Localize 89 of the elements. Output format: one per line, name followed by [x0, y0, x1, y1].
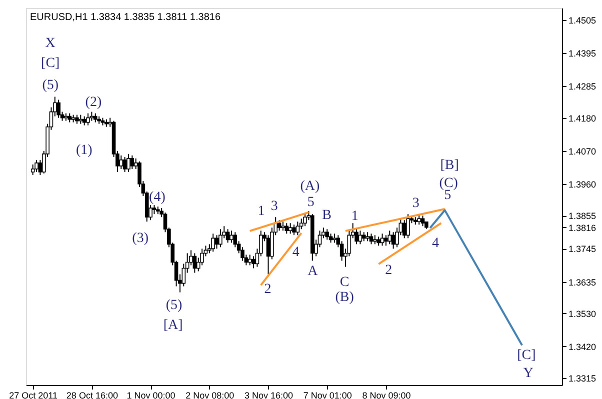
candlestick — [126, 153, 130, 172]
annotation: [A] — [163, 318, 183, 333]
candlestick — [252, 256, 256, 269]
candlestick — [303, 214, 307, 227]
annotation: 3 — [270, 199, 278, 214]
candlestick — [75, 114, 79, 124]
annotation: (5) — [42, 78, 59, 93]
y-tick-label: 1.4395 — [568, 48, 596, 59]
annotation: (3) — [132, 231, 149, 246]
y-tick-label: 1.3745 — [568, 244, 596, 254]
x-tick-label: 1 Nov 00:00 — [126, 390, 176, 399]
annotation: B — [322, 208, 332, 223]
annotation: (C) — [439, 176, 458, 191]
candlestick — [230, 230, 234, 244]
annotation: 4 — [292, 245, 300, 260]
annotation: A — [308, 264, 319, 279]
candlestick — [93, 112, 98, 123]
y-tick-label: 1.3530 — [568, 308, 596, 319]
candlestick — [34, 159, 38, 172]
annotation: (4) — [149, 190, 166, 205]
candlestick — [292, 224, 296, 236]
candlestick — [417, 214, 421, 226]
candlestick — [30, 164, 35, 176]
y-tick-label: 1.3315 — [568, 374, 596, 384]
candlestick — [122, 156, 127, 172]
annotation: 5 — [307, 195, 314, 210]
candlestick — [369, 233, 374, 245]
candlestick — [288, 222, 292, 234]
annotation: (5) — [166, 298, 183, 313]
candlestick — [358, 230, 362, 245]
x-tick-label: 2 Nov 08:00 — [186, 390, 234, 399]
candlestick — [380, 233, 384, 246]
annotation: [B] — [440, 158, 459, 173]
candlestick — [388, 230, 392, 245]
candlestick — [281, 221, 285, 232]
candlestick — [119, 154, 124, 170]
candlestick — [325, 228, 330, 240]
candlestick — [402, 220, 406, 239]
annotation: (B) — [335, 290, 354, 305]
candlestick — [68, 112, 72, 123]
candlestick — [211, 233, 215, 252]
y-tick-label: 1.3816 — [568, 222, 596, 233]
candlestick — [406, 214, 410, 239]
candlestick — [266, 234, 270, 275]
y-tick-label: 1.3420 — [568, 342, 596, 352]
y-tick-label: 1.3960 — [568, 180, 596, 190]
x-tick-label: 27 Oct 2011 — [9, 390, 58, 399]
x-tick-label: 7 Nov 01:00 — [303, 390, 352, 399]
y-tick-label: 1.4505 — [568, 16, 596, 26]
candlestick — [391, 232, 396, 250]
y-tick-label: 1.4180 — [568, 113, 596, 124]
y-tick-label: 1.4070 — [568, 146, 596, 156]
annotation: 3 — [412, 196, 420, 211]
annotation: C — [340, 275, 350, 290]
candlestick — [86, 112, 90, 126]
candlestick — [192, 252, 197, 274]
x-tick-label: 3 Nov 16:00 — [244, 390, 294, 399]
candlestick — [366, 232, 370, 242]
annotation: 2 — [385, 263, 392, 278]
annotation: (2) — [85, 95, 102, 110]
annotation: [C] — [41, 56, 60, 71]
candlestick — [226, 228, 230, 244]
y-tick-label: 1.3635 — [568, 277, 596, 288]
candlestick — [376, 236, 380, 246]
y-tick-label: 1.4285 — [568, 82, 596, 92]
x-tick-label: 8 Nov 09:00 — [362, 390, 411, 399]
candlestick — [152, 204, 156, 215]
candlestick — [362, 232, 366, 242]
candlestick — [130, 154, 134, 170]
annotation: X — [45, 36, 56, 51]
candlestick — [56, 99, 60, 118]
y-tick-label: 1.3855 — [568, 211, 596, 222]
annotation: [C] — [517, 348, 536, 363]
chart-title: EURUSD,H1 1.3834 1.3835 1.3811 1.3816 — [30, 12, 221, 23]
candlestick — [218, 228, 222, 248]
candlestick — [284, 222, 289, 234]
annotation: Y — [523, 366, 534, 381]
annotation: 4 — [432, 236, 439, 251]
annotation: 2 — [264, 282, 272, 297]
candlestick — [420, 215, 425, 227]
annotation: 1 — [351, 209, 358, 224]
x-tick-label: 28 Oct 16:00 — [66, 390, 118, 399]
annotation: 1 — [258, 204, 265, 219]
annotation: (A) — [300, 179, 320, 194]
candlestick — [277, 220, 282, 232]
annotation: (1) — [76, 143, 93, 158]
candlestick — [296, 221, 300, 236]
candlestick — [214, 234, 219, 250]
annotation: 5 — [444, 188, 452, 203]
